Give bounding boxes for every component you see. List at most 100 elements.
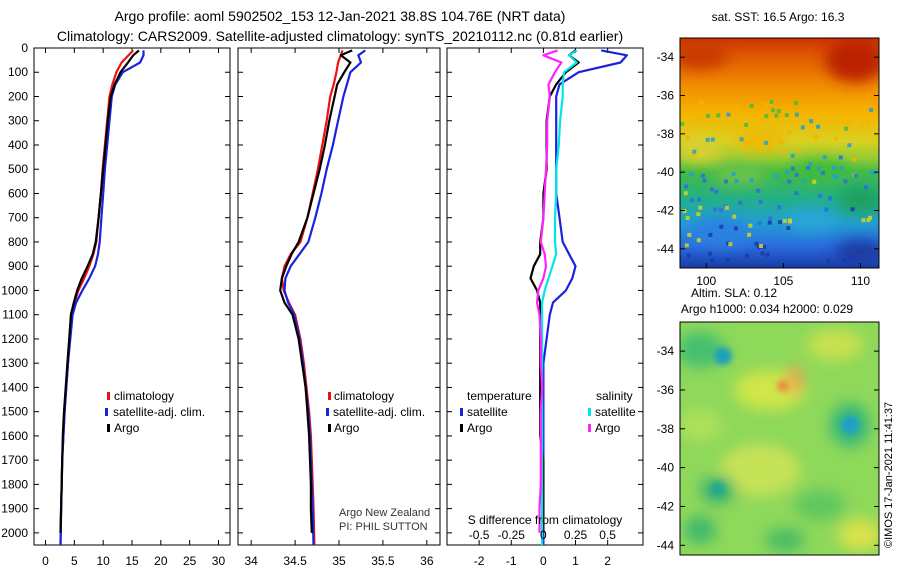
map-y-tick-label: -40 bbox=[657, 165, 675, 179]
series-line-temperature-satellite bbox=[542, 49, 629, 545]
series-line-salinity-argo bbox=[535, 49, 563, 533]
legend-swatch-argo bbox=[107, 424, 110, 432]
legend-label-argo: Argo bbox=[114, 421, 140, 435]
x-tick-label: 1 bbox=[572, 554, 579, 568]
secondary-x-tick-label: -0.5 bbox=[469, 528, 490, 542]
map-y-tick-label: -38 bbox=[657, 422, 675, 436]
legend-label-sal-argo: Argo bbox=[595, 421, 621, 435]
sla-map-panel: -34 -36 -38 -40 -42 -44 bbox=[657, 321, 880, 556]
depth-tick-label: 900 bbox=[8, 259, 28, 273]
temperature-legend: climatology satellite-adj. clim. Argo bbox=[105, 389, 205, 435]
depth-tick-label: 500 bbox=[8, 162, 28, 176]
legend-label-climatology: climatology bbox=[334, 389, 394, 403]
legend-label-temp-argo: Argo bbox=[467, 421, 493, 435]
map-y-tick-label: -38 bbox=[657, 127, 675, 141]
x-tick-label: 34 bbox=[244, 554, 258, 568]
series-line-satellite-adj-clim- bbox=[59, 50, 145, 546]
salinity-axis: 34 34.5 35 35.5 36 bbox=[238, 47, 440, 568]
temperature-axis: 0 5 10 15 20 25 30 bbox=[34, 47, 230, 568]
difference-series bbox=[529, 49, 629, 545]
secondary-x-tick-label: 0.5 bbox=[599, 528, 616, 542]
map-y-tick-label: -34 bbox=[657, 344, 675, 358]
series-line-argo bbox=[279, 49, 353, 533]
series-line-argo bbox=[59, 49, 140, 533]
legend-swatch-satellite bbox=[326, 408, 329, 416]
map-y-tick-label: -42 bbox=[657, 499, 675, 513]
salinity-panel-frame bbox=[237, 47, 441, 546]
legend-swatch-sal-satellite bbox=[588, 408, 591, 416]
x-tick-label: 34.5 bbox=[283, 554, 307, 568]
temperature-series bbox=[59, 49, 145, 546]
sla-map-frame bbox=[679, 321, 880, 556]
legend-header-salinity: salinity bbox=[596, 389, 633, 403]
depth-tick-label: 800 bbox=[8, 235, 28, 249]
x-tick-label: 10 bbox=[96, 554, 110, 568]
secondary-x-tick-label: 0.25 bbox=[564, 528, 588, 542]
depth-tick-label: 0 bbox=[21, 41, 28, 55]
legend-swatch-argo bbox=[328, 424, 331, 432]
difference-secondary-axis: -0.5 -0.25 0 0.25 0.5 bbox=[469, 528, 617, 542]
sla-title-line-2: Argo h1000: 0.034 h2000: 0.029 bbox=[681, 302, 853, 316]
map-x-tick-label: 105 bbox=[773, 274, 793, 288]
x-tick-label: 35.5 bbox=[371, 554, 395, 568]
legend-swatch-climatology bbox=[107, 392, 110, 400]
legend-label-satellite: satellite-adj. clim. bbox=[113, 405, 205, 419]
legend-swatch-temp-argo bbox=[460, 424, 463, 432]
secondary-x-tick-label: 0 bbox=[540, 528, 547, 542]
x-tick-label: 30 bbox=[212, 554, 226, 568]
depth-tick-label: 2000 bbox=[1, 526, 28, 540]
depth-tick-label: 200 bbox=[8, 89, 28, 103]
sst-map-image bbox=[680, 38, 879, 268]
temperature-panel-frame bbox=[33, 47, 231, 546]
sla-map-image bbox=[680, 322, 879, 555]
difference-panel-frame bbox=[446, 47, 644, 546]
depth-tick-label: 600 bbox=[8, 186, 28, 200]
depth-tick-label: 400 bbox=[8, 138, 28, 152]
legend-label-satellite: satellite-adj. clim. bbox=[333, 405, 425, 419]
map-y-tick-label: -42 bbox=[657, 204, 675, 218]
x-tick-label: 0 bbox=[42, 554, 49, 568]
x-tick-label: 5 bbox=[71, 554, 78, 568]
map-x-tick-label: 100 bbox=[696, 274, 716, 288]
header-line-1: Argo profile: aoml 5902502_153 12-Jan-20… bbox=[115, 8, 566, 24]
salinity-series bbox=[279, 49, 366, 546]
sla-map-axes: -34 -36 -38 -40 -42 -44 bbox=[657, 344, 879, 552]
legend-label-temp-satellite: satellite bbox=[467, 405, 508, 419]
depth-tick-label: 1400 bbox=[1, 380, 28, 394]
secondary-x-tick-label: -0.25 bbox=[498, 528, 526, 542]
map-y-tick-label: -44 bbox=[657, 242, 675, 256]
x-tick-label: 2 bbox=[604, 554, 611, 568]
depth-tick-label: 1800 bbox=[1, 477, 28, 491]
x-tick-label: 0 bbox=[540, 554, 547, 568]
depth-tick-label: 1900 bbox=[1, 502, 28, 516]
map-y-tick-label: -36 bbox=[657, 383, 675, 397]
x-tick-label: 25 bbox=[183, 554, 197, 568]
salinity-legend: climatology satellite-adj. clim. Argo bbox=[326, 389, 425, 435]
sst-map-axes: -34 -36 -38 -40 -42 -44 100 105 110 bbox=[657, 50, 879, 288]
difference-panel: -2 -1 0 1 2 temperature salinity satellite A… bbox=[446, 47, 644, 568]
legend-label-argo: Argo bbox=[334, 421, 360, 435]
x-tick-label: 15 bbox=[125, 554, 139, 568]
depth-axis: 0 100 200 300 400 500 600 700 800 900 1000 1100 1200… bbox=[1, 41, 28, 540]
depth-tick-label: 700 bbox=[8, 211, 28, 225]
legend-header-temperature: temperature bbox=[467, 389, 532, 403]
series-line-climatology bbox=[59, 49, 134, 546]
legend-swatch-sal-argo bbox=[588, 424, 591, 432]
legend-swatch-climatology bbox=[328, 392, 331, 400]
series-line-salinity-satellite bbox=[540, 49, 578, 545]
x-tick-label: 20 bbox=[154, 554, 168, 568]
legend-label-climatology: climatology bbox=[114, 389, 174, 403]
sst-map-frame bbox=[679, 37, 880, 269]
difference-legend: temperature salinity satellite Argo sate… bbox=[460, 389, 636, 435]
difference-axis: -2 -1 0 1 2 bbox=[447, 47, 643, 568]
legend-label-sal-satellite: satellite bbox=[595, 405, 636, 419]
x-tick-label: -2 bbox=[474, 554, 485, 568]
sla-title-line-1: Altim. SLA: 0.12 bbox=[691, 286, 777, 300]
depth-tick-label: 1100 bbox=[2, 308, 28, 322]
x-tick-label: 36 bbox=[420, 554, 434, 568]
depth-tick-label: 1000 bbox=[1, 283, 28, 297]
salinity-panel: 34 34.5 35 35.5 36 climatology satellite-adj… bbox=[237, 47, 441, 568]
depth-tick-label: 1700 bbox=[1, 453, 28, 467]
